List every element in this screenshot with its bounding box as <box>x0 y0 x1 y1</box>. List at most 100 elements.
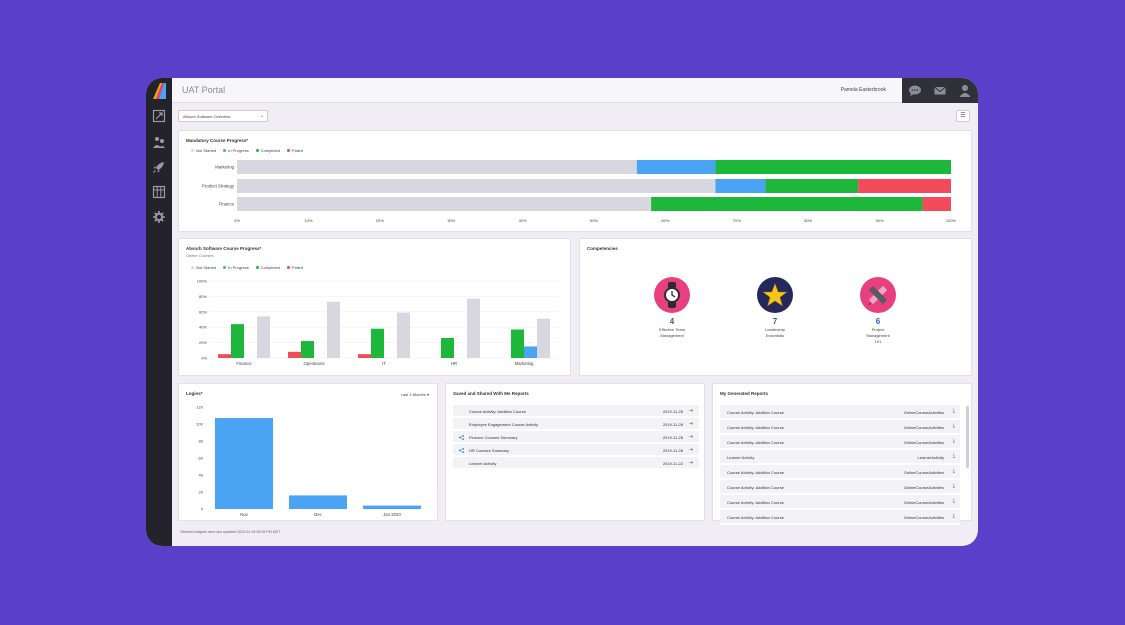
download-icon[interactable]: ⤓ <box>952 468 955 474</box>
bar-finance-failed[interactable] <box>218 354 231 358</box>
bar-nov[interactable] <box>215 418 273 509</box>
chart-legend: Not Started In Progress Completed Failed <box>191 265 303 270</box>
saved-report-row[interactable]: HR Courses Summary 2019-11-28 ⇥ <box>453 444 699 457</box>
open-report-icon[interactable]: ⇥ <box>688 421 693 427</box>
generated-report-row[interactable]: Course Activity: Addition Course OnlineCo… <box>720 405 960 420</box>
competency-leadership[interactable]: 7 Leadership Essentials <box>753 277 797 339</box>
y-tick-label: 80 <box>199 439 204 444</box>
bar-product-strategy-failed[interactable] <box>858 179 951 193</box>
watch-icon <box>664 282 680 308</box>
report-name: Course Activity: Addition Course <box>727 515 784 520</box>
legend-not-started[interactable]: Not Started <box>191 148 216 153</box>
open-report-icon[interactable]: ⇥ <box>688 408 693 414</box>
bar-product-strategy-completed[interactable] <box>765 179 859 193</box>
report-name: Employee Engagement Course Activity <box>469 422 539 427</box>
open-report-icon[interactable]: ⇥ <box>688 447 693 453</box>
header-actions <box>902 78 978 103</box>
report-type: LearnerActivity <box>917 455 944 460</box>
bar-finance-completed[interactable] <box>231 324 244 358</box>
report-select[interactable]: Absorb Software Overview ⌄ <box>178 110 268 122</box>
list-view-button[interactable]: ☰ <box>956 110 970 122</box>
bar-marketing-not-started[interactable] <box>237 160 637 174</box>
absorb-logo[interactable] <box>151 82 167 100</box>
legend-failed[interactable]: Failed <box>287 265 303 270</box>
saved-report-row[interactable]: Employee Engagement Course Activity 2019-… <box>453 418 699 431</box>
y-tick-label: 20 <box>199 490 204 495</box>
rocket-icon[interactable] <box>152 160 166 174</box>
bar-marketing-completed[interactable] <box>715 160 951 174</box>
bar-hr-completed[interactable] <box>441 337 454 358</box>
legend-in-progress[interactable]: In Progress <box>223 148 249 153</box>
generated-report-row[interactable]: Course Activity: Addition Course OnlineCo… <box>720 495 960 510</box>
download-icon[interactable]: ⤓ <box>952 453 955 459</box>
grid-icon[interactable] <box>152 185 166 199</box>
gear-icon[interactable] <box>152 210 166 224</box>
logins-range-dropdown[interactable]: Last 3 Months ▾ <box>400 392 429 397</box>
bar-dec[interactable] <box>289 495 347 509</box>
card-title: My Generated Reports <box>720 391 769 396</box>
absorb-progress-card: Absorb Software Course Progress* Online … <box>178 238 571 376</box>
bar-product-strategy-in-progress[interactable] <box>715 179 766 193</box>
bar-marketing-not-started[interactable] <box>537 318 550 358</box>
bar-marketing-completed[interactable] <box>511 329 524 358</box>
legend-not-started[interactable]: Not Started <box>191 265 216 270</box>
download-icon[interactable]: ⤓ <box>952 408 955 414</box>
bar-hr-not-started[interactable] <box>467 298 480 358</box>
bar-it-completed[interactable] <box>371 328 384 358</box>
sidebar <box>146 78 172 546</box>
bar-operations-failed[interactable] <box>288 351 301 358</box>
open-report-icon[interactable]: ⇥ <box>688 460 693 466</box>
saved-report-row[interactable]: Learner Activity 2019-11-22 ⇥ <box>453 457 699 470</box>
generated-report-row[interactable]: Course Activity: Addition Course OnlineCo… <box>720 480 960 495</box>
bar-finance-completed[interactable] <box>651 197 923 211</box>
download-icon[interactable]: ⤓ <box>952 513 955 519</box>
bar-marketing-in-progress[interactable] <box>524 346 537 358</box>
x-tick-label: Nov <box>240 512 248 517</box>
download-icon[interactable]: ⤓ <box>952 498 955 504</box>
report-type: OnlineCourseActivities <box>903 410 944 415</box>
card-title: Absorb Software Course Progress* <box>186 246 262 251</box>
bar-finance-not-started[interactable] <box>257 316 270 358</box>
user-name[interactable]: Pamela Easterbrook <box>840 87 886 93</box>
bar-finance-failed[interactable] <box>922 197 951 211</box>
y-tick-label: Marketing <box>215 165 234 170</box>
generated-report-row[interactable]: Course Activity: Addition Course OnlineCo… <box>720 465 960 480</box>
legend-completed[interactable]: Completed <box>255 265 280 270</box>
app-window: UAT Portal Pamela Easterbrook Absorb Sof… <box>146 78 978 546</box>
chat-icon[interactable] <box>908 84 922 97</box>
chevron-down-icon: ⌄ <box>259 113 264 119</box>
bar-finance-not-started[interactable] <box>237 197 652 211</box>
user-icon[interactable] <box>958 84 972 97</box>
mail-icon[interactable] <box>933 84 947 97</box>
saved-report-row[interactable]: Course Activity: Addition Course 2019-11-… <box>453 405 699 418</box>
dashboard-icon[interactable] <box>152 109 166 123</box>
bar-operations-not-started[interactable] <box>327 301 340 358</box>
download-icon[interactable]: ⤓ <box>952 483 955 489</box>
download-icon[interactable]: ⤓ <box>952 423 955 429</box>
bar-product-strategy-not-started[interactable] <box>237 179 716 193</box>
bar-it-not-started[interactable] <box>397 312 410 358</box>
bar-jan-2020[interactable] <box>363 505 421 509</box>
competency-count: 7 <box>772 317 778 326</box>
saved-report-row[interactable]: Finance Courses Summary 2019-11-28 ⇥ <box>453 431 699 444</box>
generated-report-row[interactable]: Course Activity: Addition Course OnlineCo… <box>720 510 960 525</box>
competencies-card: Competencies 4 Effective Team Management … <box>579 238 972 376</box>
legend-failed[interactable]: Failed <box>287 148 303 153</box>
generated-report-row[interactable]: Course Activity: Addition Course OnlineCo… <box>720 420 960 435</box>
bar-operations-completed[interactable] <box>301 341 314 358</box>
competency-effective-team[interactable]: 4 Effective Team Management <box>650 277 694 339</box>
legend-in-progress[interactable]: In Progress <box>223 265 249 270</box>
users-icon[interactable] <box>152 135 166 149</box>
download-icon[interactable]: ⤓ <box>952 438 955 444</box>
competency-project-mgmt[interactable]: 6 Project Management 101 <box>856 277 900 345</box>
card-title: Competencies <box>587 246 618 251</box>
bar-it-failed[interactable] <box>358 354 371 358</box>
card-title: Logins* <box>186 391 203 396</box>
bar-marketing-in-progress[interactable] <box>636 160 716 174</box>
generated-report-row[interactable]: Course Activity: Addition Course OnlineCo… <box>720 435 960 450</box>
y-tick-label: 100 <box>196 422 203 427</box>
scrollbar[interactable] <box>966 406 969 468</box>
generated-report-row[interactable]: Learner Activity LearnerActivity ⤓ <box>720 450 960 465</box>
legend-completed[interactable]: Completed <box>255 148 280 153</box>
open-report-icon[interactable]: ⇥ <box>688 434 693 440</box>
